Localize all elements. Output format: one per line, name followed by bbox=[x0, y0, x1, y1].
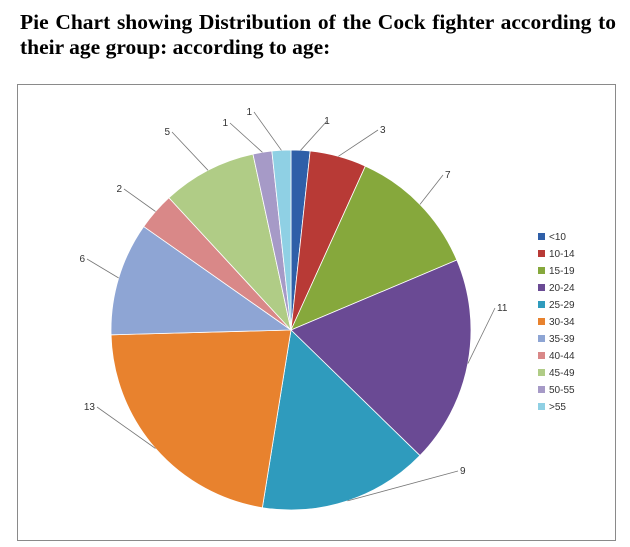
legend-label-35-39: 35-39 bbox=[549, 334, 575, 345]
pie-slice-30-34 bbox=[110, 329, 292, 509]
legend-swatch-25-29 bbox=[538, 301, 545, 308]
data-label-gt55: 1 bbox=[246, 107, 252, 118]
data-label-25-29: 9 bbox=[460, 466, 466, 477]
legend-label-10-14: 10-14 bbox=[549, 249, 575, 260]
legend-swatch-10-14 bbox=[538, 250, 545, 257]
data-label-50-55: 1 bbox=[222, 118, 228, 129]
pie-slice-15-19 bbox=[290, 165, 458, 331]
data-label-40-44: 2 bbox=[116, 184, 122, 195]
pie-slice-35-39 bbox=[110, 225, 293, 336]
page-title: Pie Chart showing Distribution of the Co… bbox=[20, 10, 616, 59]
legend-label-30-34: 30-34 bbox=[549, 317, 575, 328]
data-label-35-39: 6 bbox=[79, 254, 85, 265]
data-label-30-34: 13 bbox=[84, 402, 96, 413]
legend-swatch-50-55 bbox=[538, 386, 545, 393]
leader-line-20-24 bbox=[467, 307, 496, 364]
leader-line-40-44 bbox=[123, 188, 156, 212]
legend-label-gt55: >55 bbox=[549, 402, 566, 413]
data-label-lt10: 1 bbox=[324, 116, 330, 127]
legend-label-45-49: 45-49 bbox=[549, 368, 575, 379]
legend-swatch-15-19 bbox=[538, 267, 545, 274]
leader-line-15-19 bbox=[419, 174, 444, 205]
leader-line-35-39 bbox=[86, 258, 119, 279]
legend-swatch-35-39 bbox=[538, 335, 545, 342]
data-label-10-14: 3 bbox=[380, 125, 386, 136]
legend-label-25-29: 25-29 bbox=[549, 300, 575, 311]
legend-swatch-lt10 bbox=[538, 233, 545, 240]
legend-swatch-30-34 bbox=[538, 318, 545, 325]
legend-label-20-24: 20-24 bbox=[549, 283, 575, 294]
leader-line-30-34 bbox=[96, 406, 156, 449]
data-label-20-24: 11 bbox=[497, 303, 508, 314]
legend-label-50-55: 50-55 bbox=[549, 385, 575, 396]
legend-swatch-40-44 bbox=[538, 352, 545, 359]
legend-label-15-19: 15-19 bbox=[549, 266, 575, 277]
legend-label-40-44: 40-44 bbox=[549, 351, 575, 362]
pie-slice-45-49 bbox=[168, 153, 292, 332]
pie-slices bbox=[110, 149, 472, 511]
leader-line-lt10 bbox=[300, 120, 328, 151]
legend-swatch-gt55 bbox=[538, 403, 545, 410]
legend: <10 10-14 15-19 20-24 25-29 30-34 35-39 40-44 45… bbox=[538, 232, 575, 413]
data-label-45-49: 5 bbox=[164, 127, 170, 138]
leader-lines bbox=[86, 111, 496, 502]
leader-line-10-14 bbox=[338, 129, 379, 157]
leader-line-25-29 bbox=[347, 470, 459, 502]
legend-swatch-20-24 bbox=[538, 284, 545, 291]
legend-swatch-45-49 bbox=[538, 369, 545, 376]
legend-label-lt10: <10 bbox=[549, 232, 566, 243]
leader-line-45-49 bbox=[171, 131, 209, 171]
leader-line-50-55 bbox=[229, 122, 263, 153]
data-label-15-19: 7 bbox=[445, 170, 451, 181]
leader-line-gt55 bbox=[253, 111, 282, 151]
